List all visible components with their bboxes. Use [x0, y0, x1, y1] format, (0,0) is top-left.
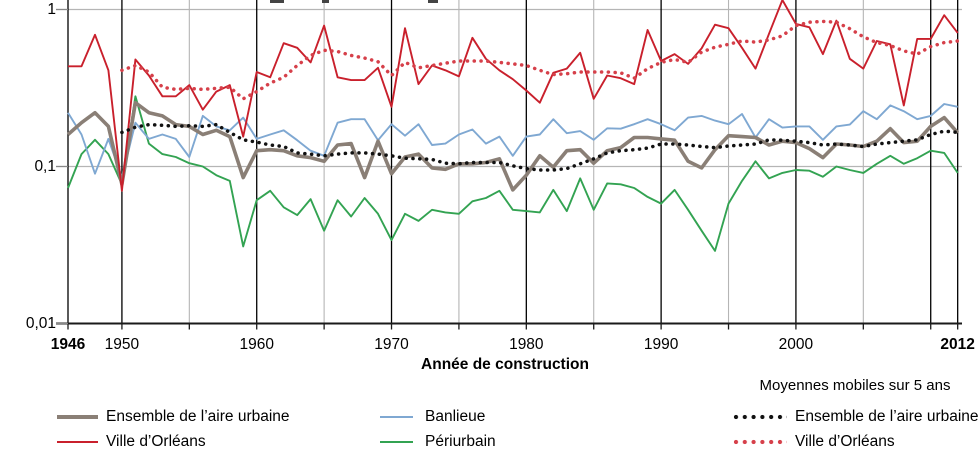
plot-area — [56, 0, 962, 330]
y-tick-0,01: 0,01 — [25, 314, 56, 332]
series-line-1 — [68, 0, 959, 192]
legend-swatch-ville-line — [57, 441, 98, 443]
legend-label-ville: Ville d’Orléans — [106, 433, 206, 450]
legend-label-ensemble: Ensemble de l’aire urbaine — [106, 408, 290, 425]
x-tick-2000: 2000 — [778, 336, 814, 353]
legend-item-ma-ville: Ville d’Orléans — [733, 433, 895, 451]
gridlines-vertical-dark — [67, 0, 959, 324]
y-tick-1: 1 — [47, 0, 56, 18]
legend-label-periurbain: Périurbain — [425, 433, 496, 450]
gridlines-horizontal — [56, 8, 962, 168]
legend-swatch-ma-ville-dots — [733, 439, 787, 445]
series-line-5 — [120, 19, 960, 101]
x-tick-1990: 1990 — [643, 336, 679, 353]
legend-label-banlieue: Banlieue — [425, 408, 486, 425]
clipped-title-fragment — [270, 0, 438, 3]
legend-item-ville: Ville d’Orléans — [57, 433, 206, 451]
x-axis — [56, 8, 962, 330]
x-axis-title: Année de construction — [421, 356, 589, 373]
legend-swatch-ma-ensemble-dots — [733, 414, 787, 420]
legend-item-ma-ensemble: Ensemble de l’aire urbaine — [733, 408, 979, 426]
legend-item-banlieue: Banlieue — [380, 408, 485, 426]
legend-item-periurbain: Périurbain — [380, 433, 496, 451]
legend-swatch-banlieue-line — [380, 416, 413, 418]
legend-item-ensemble: Ensemble de l’aire urbaine — [57, 408, 290, 426]
series-line-4 — [120, 122, 960, 172]
legend-label-ma-ville: Ville d’Orléans — [795, 433, 895, 450]
legend-ma-header: Moyennes mobiles sur 5 ans — [759, 377, 951, 394]
series-line-2 — [67, 103, 958, 179]
x-tick-1970: 1970 — [374, 336, 409, 353]
series-line-3 — [67, 95, 959, 252]
series-line-0 — [66, 100, 960, 192]
x-tick-1980: 1980 — [509, 336, 544, 353]
y-tick-0,1: 0,1 — [34, 157, 56, 175]
x-tick-1950: 1950 — [104, 336, 140, 353]
gridlines-vertical-light — [188, 0, 864, 324]
x-tick-1946: 1946 — [50, 336, 86, 353]
legend-swatch-ensemble-line — [57, 415, 98, 419]
legend-label-ma-ensemble: Ensemble de l’aire urbaine — [795, 408, 979, 425]
legend-swatch-periurbain-line — [380, 441, 413, 443]
x-tick-1960: 1960 — [239, 336, 274, 353]
x-tick-2012: 2012 — [940, 336, 975, 353]
